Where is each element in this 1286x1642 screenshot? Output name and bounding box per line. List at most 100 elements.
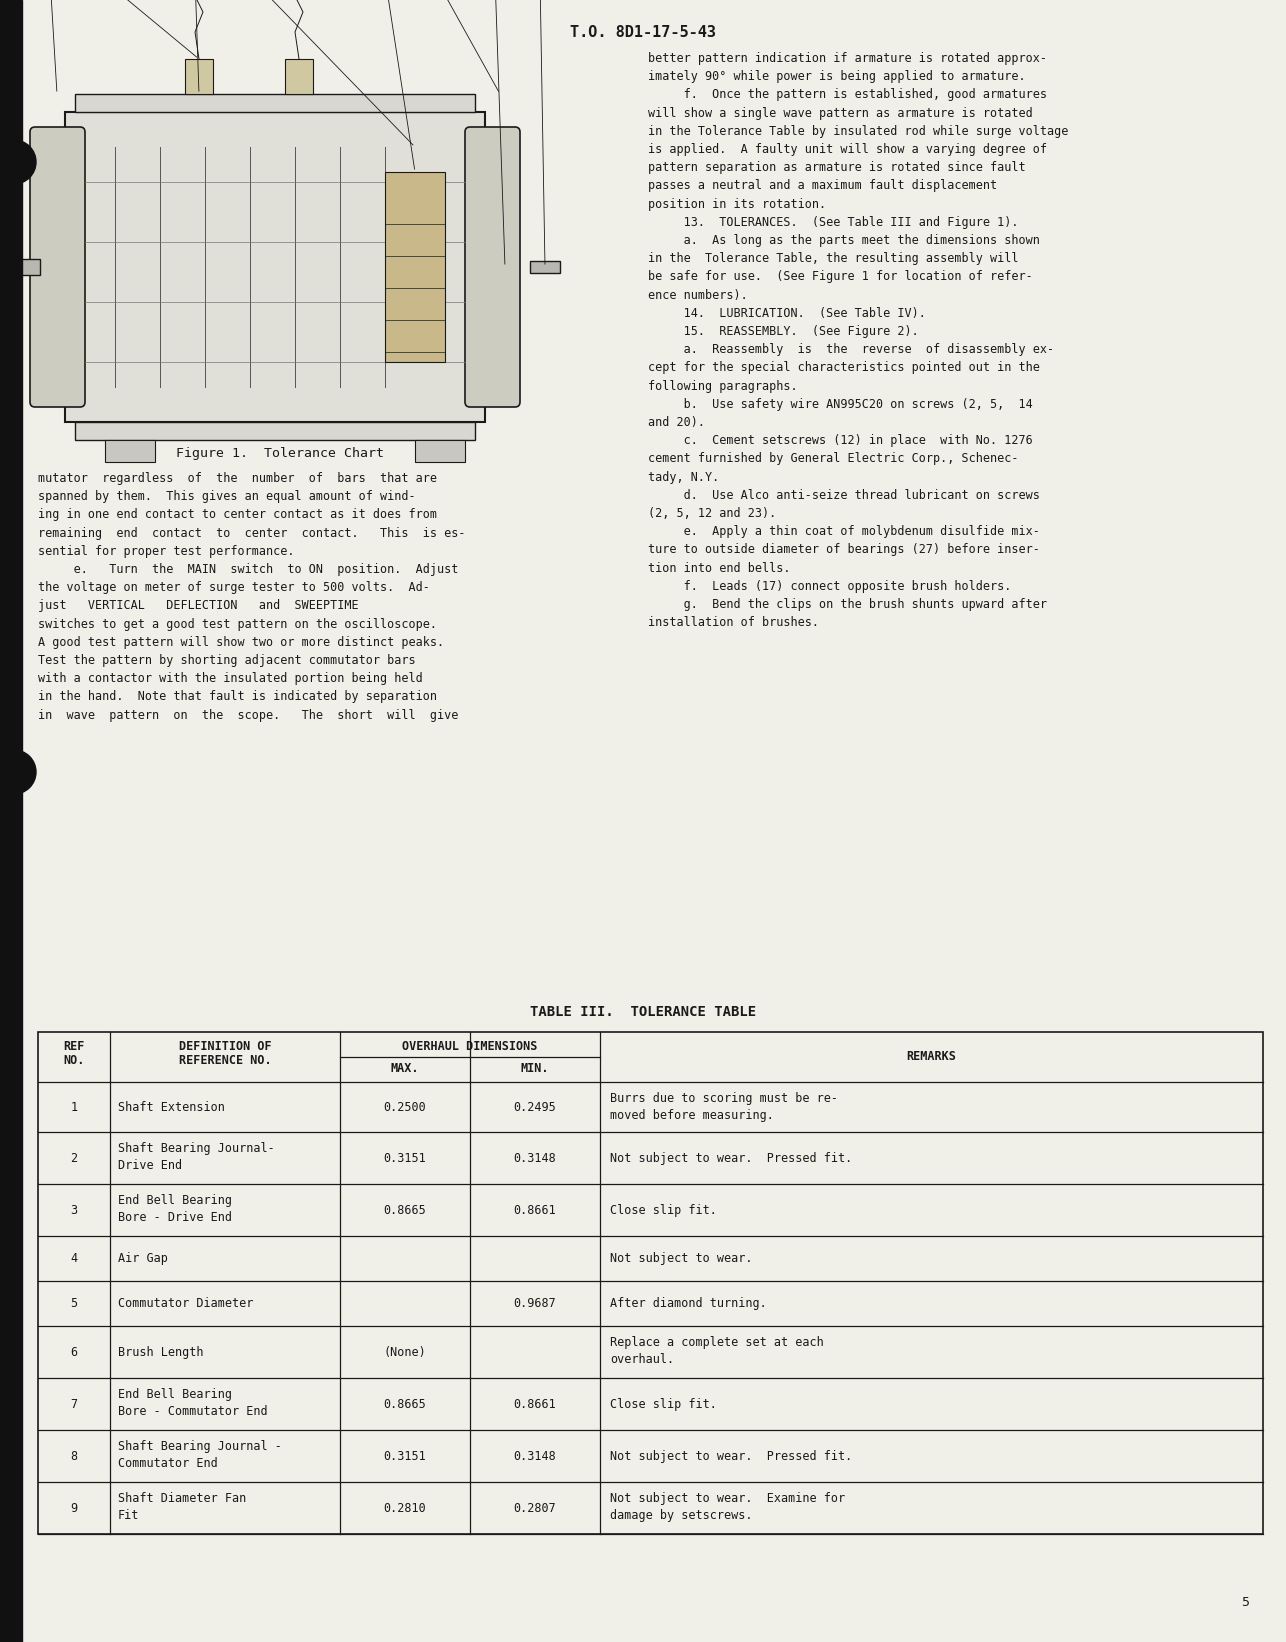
Text: 8: 8 — [71, 1450, 77, 1463]
Text: Figure 1.  Tolerance Chart: Figure 1. Tolerance Chart — [176, 447, 385, 460]
Text: 0.2807: 0.2807 — [513, 1501, 557, 1514]
Text: 5: 5 — [1241, 1596, 1249, 1609]
Text: REF: REF — [63, 1039, 85, 1053]
Text: REFERENCE NO.: REFERENCE NO. — [179, 1054, 271, 1067]
Text: Not subject to wear.  Examine for: Not subject to wear. Examine for — [610, 1493, 845, 1506]
Text: 0.9687: 0.9687 — [513, 1297, 557, 1310]
Text: e.   Turn  the  MAIN  switch  to ON  position.  Adjust: e. Turn the MAIN switch to ON position. … — [39, 563, 458, 576]
Text: End Bell Bearing: End Bell Bearing — [118, 1194, 231, 1207]
Text: Drive End: Drive End — [118, 1159, 183, 1172]
Bar — [185, 59, 213, 94]
Text: After diamond turning.: After diamond turning. — [610, 1297, 766, 1310]
Bar — [0, 0, 22, 1642]
Text: position in its rotation.: position in its rotation. — [648, 197, 826, 210]
Text: MIN.: MIN. — [521, 1062, 549, 1076]
Text: Bore - Drive End: Bore - Drive End — [118, 1212, 231, 1223]
Text: e.  Apply a thin coat of molybdenum disulfide mix-: e. Apply a thin coat of molybdenum disul… — [648, 525, 1040, 539]
Text: switches to get a good test pattern on the oscilloscope.: switches to get a good test pattern on t… — [39, 617, 437, 631]
Text: Replace a complete set at each: Replace a complete set at each — [610, 1337, 824, 1350]
Text: A good test pattern will show two or more distinct peaks.: A good test pattern will show two or mor… — [39, 635, 444, 649]
Text: better pattern indication if armature is rotated approx-: better pattern indication if armature is… — [648, 53, 1047, 66]
Text: damage by setscrews.: damage by setscrews. — [610, 1509, 752, 1522]
Text: Not subject to wear.  Pressed fit.: Not subject to wear. Pressed fit. — [610, 1450, 853, 1463]
Text: 0.8665: 0.8665 — [383, 1204, 427, 1217]
Text: 2: 2 — [71, 1151, 77, 1164]
Text: mutator  regardless  of  the  number  of  bars  that are: mutator regardless of the number of bars… — [39, 471, 437, 484]
Bar — [105, 440, 156, 461]
Text: Not subject to wear.: Not subject to wear. — [610, 1251, 752, 1264]
Circle shape — [0, 750, 36, 795]
Text: d.  Use Alco anti-seize thread lubricant on screws: d. Use Alco anti-seize thread lubricant … — [648, 489, 1040, 502]
Text: c.  Cement setscrews (12) in place  with No. 1276: c. Cement setscrews (12) in place with N… — [648, 433, 1033, 447]
Text: 5: 5 — [71, 1297, 77, 1310]
Bar — [39, 1033, 1263, 1534]
Text: MAX.: MAX. — [391, 1062, 419, 1076]
Text: Brush Length: Brush Length — [118, 1345, 203, 1358]
Text: NO.: NO. — [63, 1054, 85, 1067]
Text: sential for proper test performance.: sential for proper test performance. — [39, 545, 294, 558]
Text: 0.8665: 0.8665 — [383, 1397, 427, 1410]
Text: f.  Once the pattern is established, good armatures: f. Once the pattern is established, good… — [648, 89, 1047, 102]
Text: Shaft Diameter Fan: Shaft Diameter Fan — [118, 1493, 246, 1506]
Text: g.  Bend the clips on the brush shunts upward after: g. Bend the clips on the brush shunts up… — [648, 598, 1047, 611]
Text: installation of brushes.: installation of brushes. — [648, 616, 819, 629]
Text: 13.  TOLERANCES.  (See Table III and Figure 1).: 13. TOLERANCES. (See Table III and Figur… — [648, 215, 1019, 228]
Text: in  wave  pattern  on  the  scope.   The  short  will  give: in wave pattern on the scope. The short … — [39, 709, 458, 721]
Text: cept for the special characteristics pointed out in the: cept for the special characteristics poi… — [648, 361, 1040, 374]
Text: 0.3148: 0.3148 — [513, 1450, 557, 1463]
Text: 0.8661: 0.8661 — [513, 1397, 557, 1410]
Text: with a contactor with the insulated portion being held: with a contactor with the insulated port… — [39, 672, 423, 685]
Text: 7: 7 — [71, 1397, 77, 1410]
Text: Shaft Bearing Journal-: Shaft Bearing Journal- — [118, 1141, 275, 1154]
Text: 0.3148: 0.3148 — [513, 1151, 557, 1164]
Text: 0.2495: 0.2495 — [513, 1100, 557, 1113]
Text: a.  As long as the parts meet the dimensions shown: a. As long as the parts meet the dimensi… — [648, 235, 1040, 246]
Text: overhaul.: overhaul. — [610, 1353, 674, 1366]
Bar — [530, 261, 559, 273]
Text: Commutator Diameter: Commutator Diameter — [118, 1297, 253, 1310]
Text: ence numbers).: ence numbers). — [648, 289, 747, 302]
Text: in the Tolerance Table by insulated rod while surge voltage: in the Tolerance Table by insulated rod … — [648, 125, 1069, 138]
Text: End Bell Bearing: End Bell Bearing — [118, 1387, 231, 1401]
Text: spanned by them.  This gives an equal amount of wind-: spanned by them. This gives an equal amo… — [39, 491, 415, 502]
Text: Commutator End: Commutator End — [118, 1456, 217, 1470]
FancyBboxPatch shape — [30, 126, 85, 407]
Text: Not subject to wear.  Pressed fit.: Not subject to wear. Pressed fit. — [610, 1151, 853, 1164]
Text: tady, N.Y.: tady, N.Y. — [648, 471, 719, 484]
Circle shape — [0, 140, 36, 184]
Text: 1: 1 — [71, 1100, 77, 1113]
Text: pattern separation as armature is rotated since fault: pattern separation as armature is rotate… — [648, 161, 1026, 174]
Text: a.  Reassembly  is  the  reverse  of disassembly ex-: a. Reassembly is the reverse of disassem… — [648, 343, 1055, 356]
Bar — [0, 259, 40, 274]
Text: b.  Use safety wire AN995C20 on screws (2, 5,  14: b. Use safety wire AN995C20 on screws (2… — [648, 397, 1033, 410]
Text: Bore - Commutator End: Bore - Commutator End — [118, 1406, 267, 1419]
Text: moved before measuring.: moved before measuring. — [610, 1108, 774, 1121]
Text: 15.  REASSEMBLY.  (See Figure 2).: 15. REASSEMBLY. (See Figure 2). — [648, 325, 918, 338]
Text: just   VERTICAL   DEFLECTION   and  SWEEPTIME: just VERTICAL DEFLECTION and SWEEPTIME — [39, 599, 359, 612]
Text: OVERHAUL DIMENSIONS: OVERHAUL DIMENSIONS — [403, 1039, 538, 1053]
Text: remaining  end  contact  to  center  contact.   This  is es-: remaining end contact to center contact.… — [39, 527, 466, 540]
Text: and 20).: and 20). — [648, 415, 705, 429]
Text: Air Gap: Air Gap — [118, 1251, 168, 1264]
Text: 6: 6 — [71, 1345, 77, 1358]
Text: Close slip fit.: Close slip fit. — [610, 1204, 716, 1217]
Text: Test the pattern by shorting adjacent commutator bars: Test the pattern by shorting adjacent co… — [39, 654, 415, 667]
Text: 3: 3 — [71, 1204, 77, 1217]
Text: Burrs due to scoring must be re-: Burrs due to scoring must be re- — [610, 1092, 838, 1105]
Bar — [285, 59, 312, 94]
Bar — [75, 422, 475, 440]
Text: following paragraphs.: following paragraphs. — [648, 379, 797, 392]
Text: will show a single wave pattern as armature is rotated: will show a single wave pattern as armat… — [648, 107, 1033, 120]
Text: 0.2810: 0.2810 — [383, 1501, 427, 1514]
Text: the voltage on meter of surge tester to 500 volts.  Ad-: the voltage on meter of surge tester to … — [39, 581, 430, 594]
Text: 0.2500: 0.2500 — [383, 1100, 427, 1113]
Text: in the hand.  Note that fault is indicated by separation: in the hand. Note that fault is indicate… — [39, 690, 437, 703]
Text: f.  Leads (17) connect opposite brush holders.: f. Leads (17) connect opposite brush hol… — [648, 580, 1011, 593]
Text: in the  Tolerance Table, the resulting assembly will: in the Tolerance Table, the resulting as… — [648, 253, 1019, 266]
Text: 0.3151: 0.3151 — [383, 1450, 427, 1463]
Text: 9: 9 — [71, 1501, 77, 1514]
Text: Fit: Fit — [118, 1509, 139, 1522]
Text: T.O. 8D1-17-5-43: T.O. 8D1-17-5-43 — [570, 25, 716, 39]
Text: Close slip fit.: Close slip fit. — [610, 1397, 716, 1410]
Text: imately 90° while power is being applied to armature.: imately 90° while power is being applied… — [648, 71, 1026, 84]
